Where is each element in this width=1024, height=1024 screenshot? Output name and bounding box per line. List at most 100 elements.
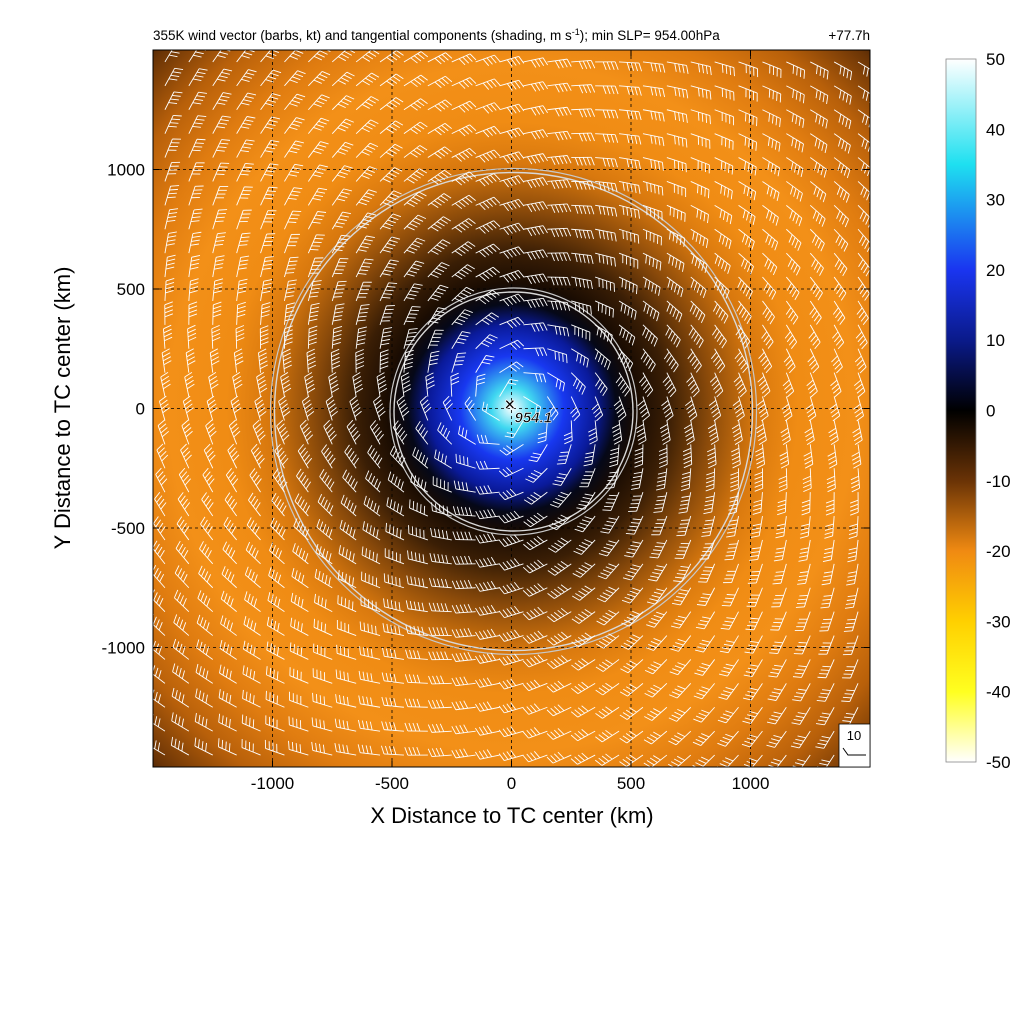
wind-barb <box>523 81 548 92</box>
wind-barb <box>379 167 403 183</box>
wind-barb <box>160 372 171 397</box>
time-label: +77.7h <box>828 28 870 43</box>
wind-barb <box>258 348 268 373</box>
range-rings <box>269 167 758 656</box>
wind-barb <box>826 468 836 493</box>
wind-barb <box>242 640 261 660</box>
wind-barb <box>498 534 524 547</box>
wind-barb <box>769 635 787 655</box>
wind-barb <box>683 420 695 445</box>
center-marker: × 954.1 <box>504 394 553 427</box>
wind-barb <box>331 165 353 182</box>
wind-barb <box>619 109 642 121</box>
wind-barb <box>206 395 218 421</box>
wind-barb <box>451 171 477 186</box>
wind-barb <box>451 218 476 233</box>
wind-barb <box>596 586 620 603</box>
wind-barb <box>523 57 548 68</box>
wind-barb <box>618 181 641 194</box>
wind-barb <box>307 164 328 182</box>
wind-barb <box>218 689 237 708</box>
wind-barb <box>571 324 591 341</box>
wind-barb <box>199 541 214 565</box>
wind-barb <box>154 491 167 517</box>
wind-barb <box>427 699 452 709</box>
wind-barb <box>642 204 663 221</box>
wind-barb <box>666 204 686 222</box>
wind-barb <box>775 515 787 539</box>
wind-barbs <box>153 50 870 767</box>
wind-barb <box>595 252 616 267</box>
wind-barb <box>311 741 333 756</box>
wind-barb <box>846 563 859 586</box>
wind-barb <box>392 420 408 445</box>
wind-barb <box>164 278 175 301</box>
wind-barb <box>810 109 828 129</box>
wind-barb <box>203 443 216 469</box>
wind-barb <box>804 420 815 445</box>
wind-barb <box>831 348 843 374</box>
wind-barb <box>382 623 405 636</box>
wind-barb <box>379 327 393 349</box>
wind-barb <box>689 300 706 324</box>
wind-barb <box>481 401 500 421</box>
wind-barb <box>752 492 763 515</box>
wind-barb <box>241 739 261 756</box>
wind-barb <box>668 730 692 746</box>
wind-barb <box>428 675 452 685</box>
wind-barb <box>658 444 668 468</box>
wind-barb <box>212 209 228 230</box>
wind-barb <box>219 639 237 660</box>
wind-barb <box>547 560 572 576</box>
wind-barb <box>743 659 763 678</box>
wind-barb <box>248 492 261 517</box>
wind-barb <box>153 516 166 541</box>
wind-barb <box>202 467 215 493</box>
wind-barb <box>827 444 838 469</box>
wind-barb <box>256 372 268 397</box>
wind-barb <box>724 539 739 561</box>
wind-barb <box>618 157 641 170</box>
wind-barb <box>745 611 763 631</box>
wind-barb <box>522 703 548 715</box>
wind-barb <box>499 293 525 307</box>
wind-barb <box>331 234 350 254</box>
wind-barb <box>523 249 548 261</box>
wind-barb <box>666 252 685 272</box>
wind-barb <box>546 751 572 764</box>
wind-barb <box>821 563 835 586</box>
wind-barb <box>201 492 214 517</box>
plot-area: × 954.1 <box>153 50 870 767</box>
wind-barb <box>766 707 787 725</box>
wind-barb <box>695 611 716 630</box>
wind-barb <box>791 707 811 725</box>
wind-barb <box>188 278 199 301</box>
wind-barb <box>475 460 500 470</box>
wind-barb <box>624 539 644 558</box>
wind-barb <box>678 492 692 514</box>
wind-barb <box>666 300 683 323</box>
center-pressure-label: 954.1 <box>515 410 553 427</box>
wind-barb <box>379 349 389 373</box>
wind-barb <box>816 707 835 726</box>
wind-barb <box>571 84 596 94</box>
wind-barb <box>786 205 803 227</box>
wind-barb <box>403 145 428 158</box>
wind-barb <box>171 687 190 708</box>
wind-barb <box>642 324 658 347</box>
wind-barb <box>552 468 572 486</box>
colorbar-tick-label: 0 <box>986 402 995 421</box>
wind-barb <box>717 706 739 724</box>
wind-barb <box>645 635 668 651</box>
wind-barb <box>642 61 666 73</box>
wind-barb <box>809 157 827 178</box>
wind-barb <box>235 325 245 349</box>
wind-barb <box>547 179 572 189</box>
wind-barb <box>547 252 571 262</box>
wind-barb <box>403 51 429 64</box>
wind-barb <box>595 633 620 649</box>
wind-barb <box>625 515 644 535</box>
wind-barb <box>475 652 500 664</box>
wind-barb <box>355 189 377 206</box>
wind-barb <box>707 420 719 445</box>
